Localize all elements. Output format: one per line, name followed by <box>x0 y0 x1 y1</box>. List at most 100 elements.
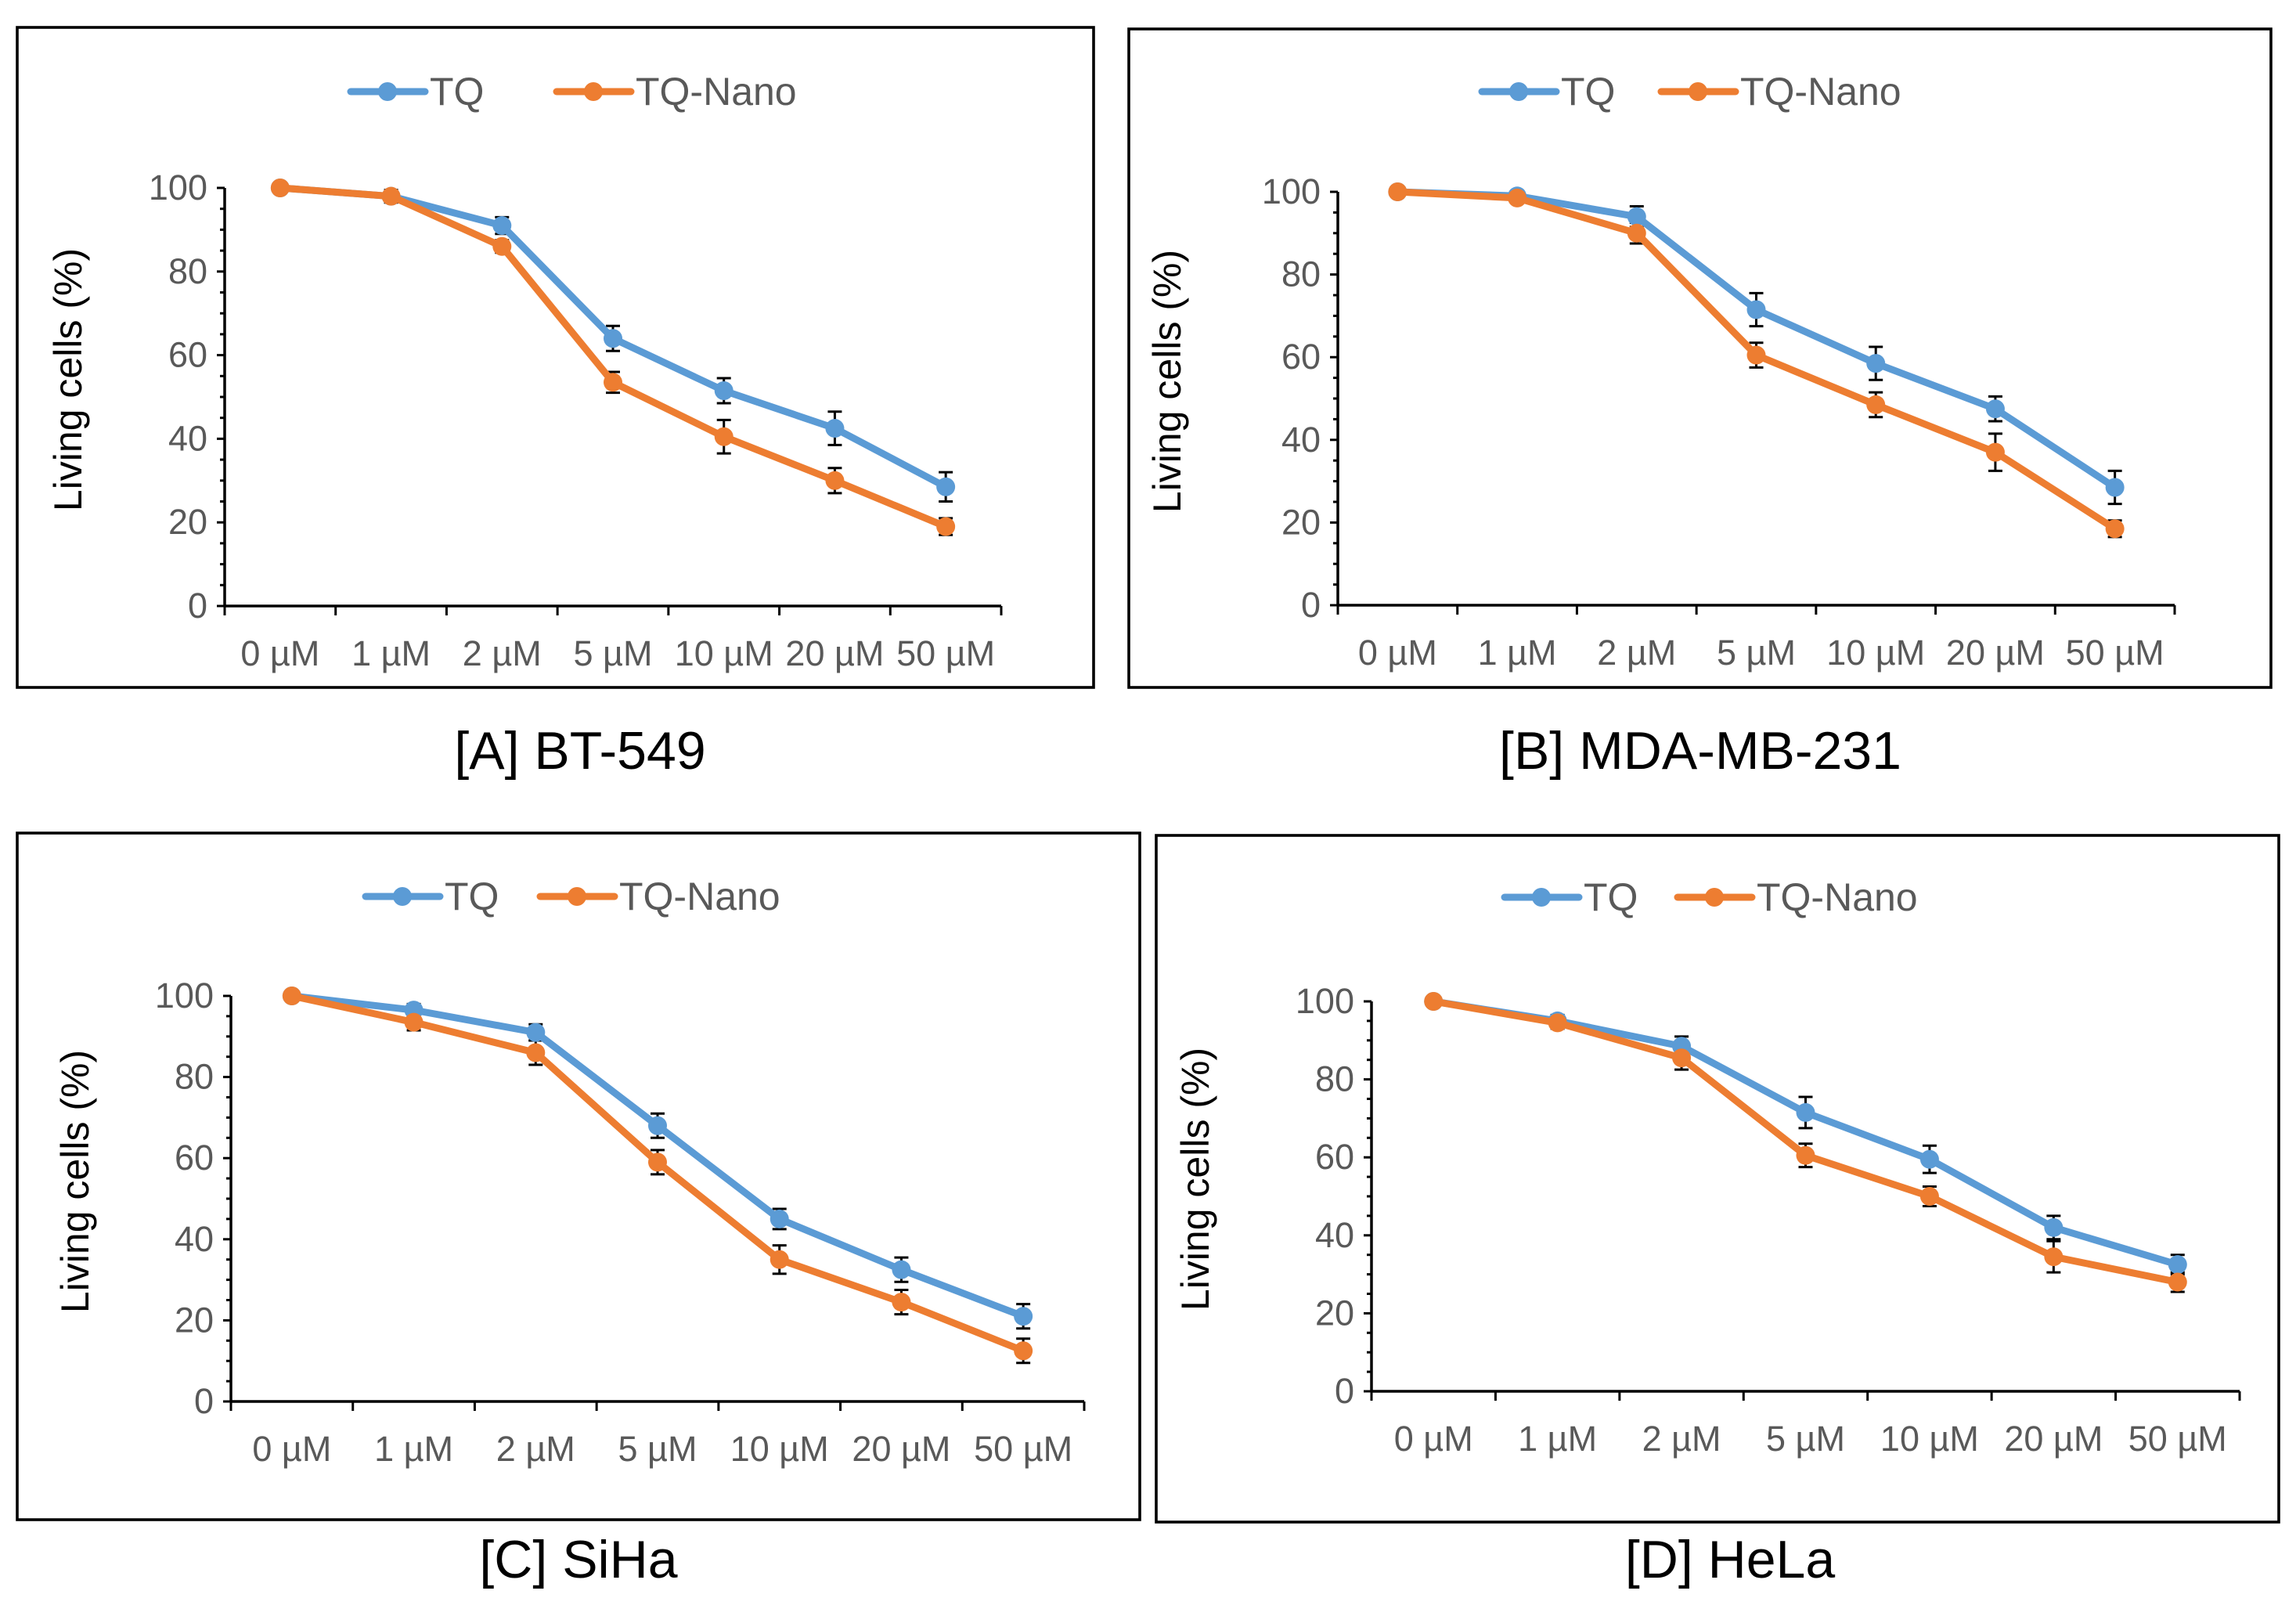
y-tick-label: 100 <box>155 976 214 1015</box>
data-point-tq <box>770 1209 789 1228</box>
x-tick-label: 10 µM <box>730 1429 829 1469</box>
x-tick-label: 50 µM <box>2066 633 2164 673</box>
data-point-tq <box>892 1260 911 1279</box>
data-point-tq <box>825 419 845 438</box>
x-tick-label: 20 µM <box>2004 1419 2103 1459</box>
data-point-tq-nano <box>1919 1187 1939 1206</box>
data-point-tq-nano <box>1388 182 1408 201</box>
legend-label-tq-nano: TQ-Nano <box>619 875 780 918</box>
y-tick-label: 100 <box>149 168 207 207</box>
chart-panel-3: 0 20 40 60 80 100 0 µM 1 µM 2 µM 5 µM 10 µM 20 µM 50… <box>16 831 1141 1521</box>
chart-panel-1: 0 20 40 60 80 100 0 µM 1 µM 2 µM 5 µM 10 µM 20 µM 50… <box>16 26 1095 689</box>
data-point-tq-nano <box>1672 1048 1692 1068</box>
data-point-tq <box>1014 1307 1033 1326</box>
data-point-tq-nano <box>2105 519 2125 539</box>
x-tick-label: 1 µM <box>1478 633 1557 673</box>
x-tick-label: 0 µM <box>240 633 319 673</box>
y-tick-label: 20 <box>168 502 207 542</box>
legend-label-tq: TQ <box>445 875 499 918</box>
data-point-tq <box>1627 207 1646 226</box>
x-tick-label: 2 µM <box>1642 1419 1721 1459</box>
x-tick-label: 1 µM <box>1518 1419 1597 1459</box>
legend-label-tq-nano: TQ-Nano <box>1740 70 1901 114</box>
data-point-tq-nano <box>770 1250 789 1269</box>
y-tick-label: 0 <box>1335 1371 1354 1411</box>
legend-label-tq: TQ <box>1561 70 1615 114</box>
data-point-tq <box>1796 1102 1815 1122</box>
y-tick-label: 40 <box>175 1219 214 1259</box>
y-tick-label: 100 <box>1296 981 1354 1021</box>
legend-label-tq: TQ <box>430 70 484 114</box>
legend-swatch-marker-tq <box>1532 888 1551 907</box>
y-axis-title: Living cells (%) <box>1173 1048 1217 1311</box>
chart-panel-4: 0 20 40 60 80 100 0 µM 1 µM 2 µM 5 µM 10 µM 20 µM 50… <box>1155 834 2280 1524</box>
x-tick-label: 20 µM <box>1946 633 2045 673</box>
x-tick-label: 20 µM <box>852 1429 950 1469</box>
data-point-tq <box>526 1023 546 1042</box>
data-point-tq-nano <box>270 179 290 197</box>
y-tick-label: 60 <box>1315 1137 1354 1177</box>
panel-frame <box>1127 27 2273 689</box>
data-point-tq-nano <box>714 427 733 446</box>
y-tick-label: 0 <box>188 586 207 626</box>
data-point-tq-nano <box>2168 1272 2187 1292</box>
data-point-tq-nano <box>381 186 401 206</box>
data-point-tq-nano <box>2044 1247 2064 1267</box>
legend-swatch-marker-tq <box>378 82 397 101</box>
x-tick-label: 1 µM <box>374 1429 453 1469</box>
x-tick-label: 2 µM <box>496 1429 575 1469</box>
data-point-tq-nano <box>1746 345 1766 365</box>
data-point-tq-nano <box>936 517 956 536</box>
legend: TQ TQ-Nano <box>1501 875 1918 919</box>
data-point-tq <box>2105 478 2125 497</box>
data-point-tq <box>2168 1255 2187 1275</box>
y-tick-label: 60 <box>168 335 207 375</box>
y-tick-label: 0 <box>194 1381 214 1421</box>
legend: TQ TQ-Nano <box>347 70 797 114</box>
data-point-tq-nano <box>892 1293 911 1312</box>
chart-panel-2: 0 20 40 60 80 100 0 µM 1 µM 2 µM 5 µM 10 µM 20 µM 50… <box>1127 27 2273 689</box>
x-tick-label: 0 µM <box>1394 1419 1473 1459</box>
legend-swatch-marker-tq <box>1509 82 1528 101</box>
data-point-tq <box>2044 1217 2064 1237</box>
data-point-tq <box>1919 1149 1939 1169</box>
data-point-tq <box>604 329 622 348</box>
x-tick-label: 0 µM <box>252 1429 331 1469</box>
panel-caption: [A] BT-549 <box>454 721 705 781</box>
legend-swatch-marker-tq <box>393 887 412 906</box>
data-point-tq <box>1866 354 1886 373</box>
data-point-tq-nano <box>1866 395 1886 414</box>
data-point-tq <box>1985 399 2005 419</box>
y-tick-label: 0 <box>1301 585 1321 625</box>
y-tick-label: 80 <box>175 1057 214 1097</box>
y-axis-title: Living cells (%) <box>46 248 90 511</box>
x-tick-label: 5 µM <box>1717 633 1796 673</box>
legend-swatch-marker-tq-nano <box>568 887 586 906</box>
data-point-tq-nano <box>492 236 512 256</box>
data-point-tq-nano <box>604 373 622 392</box>
y-tick-label: 100 <box>1262 171 1321 211</box>
data-point-tq-nano <box>1985 442 2005 462</box>
data-point-tq-nano <box>1014 1341 1033 1361</box>
panel-caption: [B] MDA-MB-231 <box>1499 721 1901 781</box>
x-tick-label: 10 µM <box>1826 633 1925 673</box>
data-point-tq-nano <box>282 987 301 1005</box>
data-point-tq-nano <box>1548 1013 1567 1033</box>
data-point-tq-nano <box>1508 188 1527 207</box>
y-axis-title: Living cells (%) <box>1145 250 1189 513</box>
panel-caption: [D] HeLa <box>1625 1530 1836 1589</box>
panel-frame <box>16 831 1141 1521</box>
data-point-tq <box>648 1116 667 1135</box>
x-tick-label: 2 µM <box>463 633 542 673</box>
x-tick-label: 20 µM <box>785 633 884 673</box>
legend: TQ TQ-Nano <box>362 875 780 918</box>
x-tick-label: 50 µM <box>974 1429 1072 1469</box>
legend-label-tq: TQ <box>1584 875 1638 919</box>
legend-swatch-marker-tq-nano <box>1689 82 1707 101</box>
y-tick-label: 80 <box>1281 254 1321 294</box>
legend-label-tq-nano: TQ-Nano <box>636 70 797 114</box>
data-point-tq <box>936 477 956 496</box>
panel-caption: [C] SiHa <box>479 1530 677 1589</box>
legend-swatch-marker-tq-nano <box>1705 888 1724 907</box>
